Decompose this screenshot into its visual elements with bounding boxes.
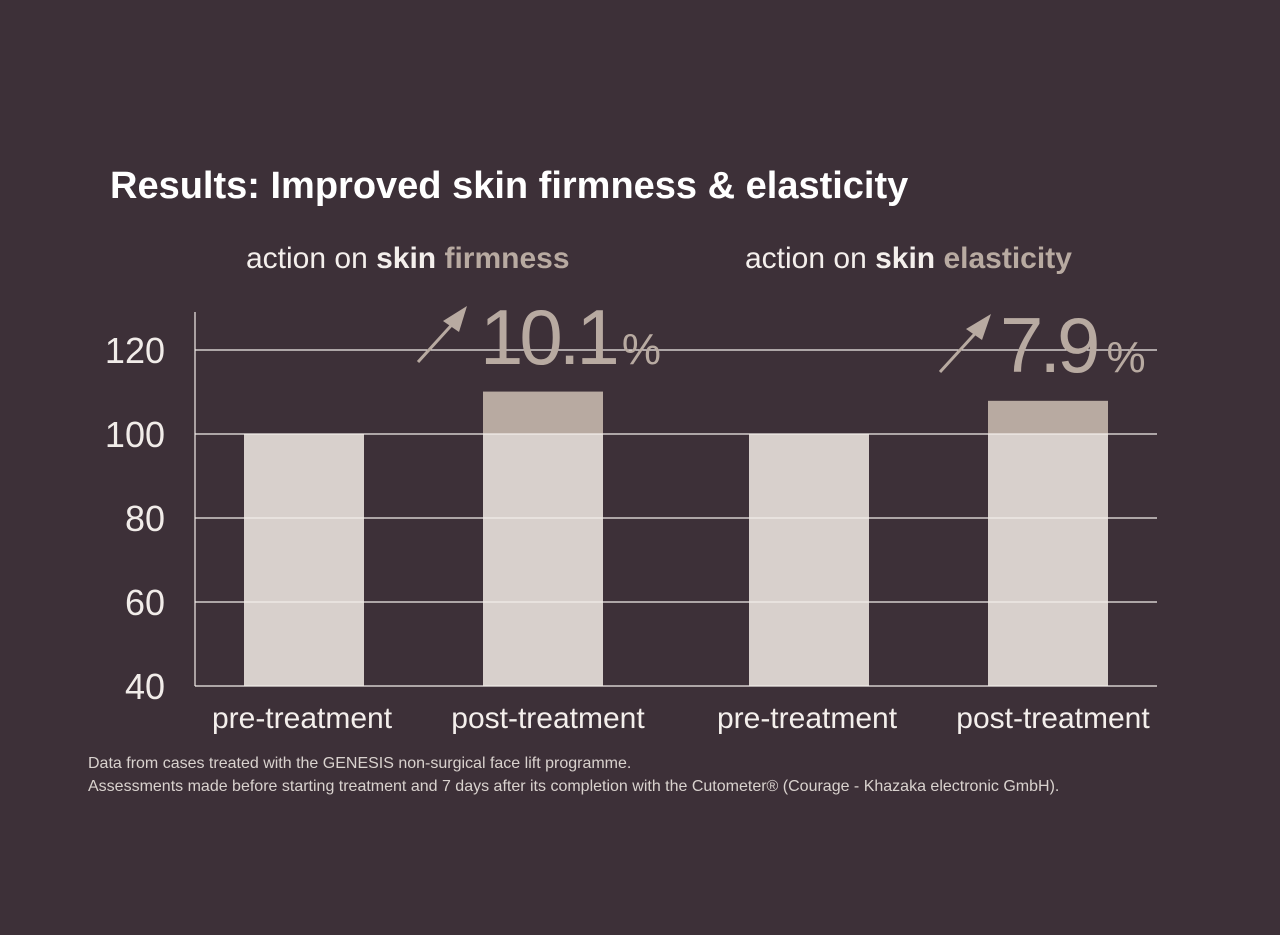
group-2-increase-callout: 7.9%	[938, 301, 1146, 389]
group-2-subtitle-prefix: action on	[745, 242, 875, 275]
footnote-line-2: Assessments made before starting treatme…	[88, 778, 1059, 795]
category-label-g1-2: post-treatment	[451, 702, 645, 735]
bar-increase-g2-post-treatment	[988, 400, 1108, 434]
group-2-increase-value: 7.9	[1000, 301, 1097, 389]
category-label-g2-2: post-treatment	[956, 702, 1150, 735]
y-tick-label-40: 40	[125, 666, 165, 707]
group-1-subtitle-accent: firmness	[444, 242, 569, 275]
group-1-increase-value: 10.1	[480, 293, 616, 381]
arrow-up-right-icon	[443, 306, 467, 332]
plot-area: pre-treatment post-treatment pre-treatment…	[105, 312, 1157, 735]
y-tick-label-60: 60	[125, 582, 165, 623]
footnote-line-1: Data from cases treated with the GENESIS…	[88, 755, 631, 772]
group-1-subtitle-prefix: action on	[246, 242, 376, 275]
arrow-up-right-icon	[966, 314, 991, 340]
bar-g2-pre-treatment	[749, 434, 869, 686]
chart-title: Results: Improved skin firmness & elasti…	[110, 165, 908, 207]
bar-g1-pre-treatment	[244, 434, 364, 686]
y-tick-label-80: 80	[125, 498, 165, 539]
y-tick-label-120: 120	[105, 330, 165, 371]
bar-g1-post-treatment	[483, 434, 603, 686]
group-1-increase-label: 10.1%	[480, 293, 661, 381]
group-2-subtitle: action on skin elasticity	[745, 242, 1072, 275]
group-2-subtitle-bold: skin	[875, 242, 935, 275]
group-1-increase-callout: 10.1%	[416, 293, 661, 381]
group-2-subtitle-accent: elasticity	[943, 242, 1072, 275]
category-label-g1-1: pre-treatment	[212, 702, 393, 735]
group-1-subtitle: action on skin firmness	[246, 242, 570, 275]
group-2-increase-label: 7.9%	[1000, 301, 1146, 389]
bar-increase-g1-post-treatment	[483, 391, 603, 434]
bar-g2-post-treatment	[988, 434, 1108, 686]
group-1-subtitle-bold: skin	[376, 242, 436, 275]
group-1-increase-unit: %	[622, 325, 661, 374]
y-tick-label-100: 100	[105, 414, 165, 455]
category-label-g2-1: pre-treatment	[717, 702, 898, 735]
group-2-increase-unit: %	[1106, 333, 1145, 382]
